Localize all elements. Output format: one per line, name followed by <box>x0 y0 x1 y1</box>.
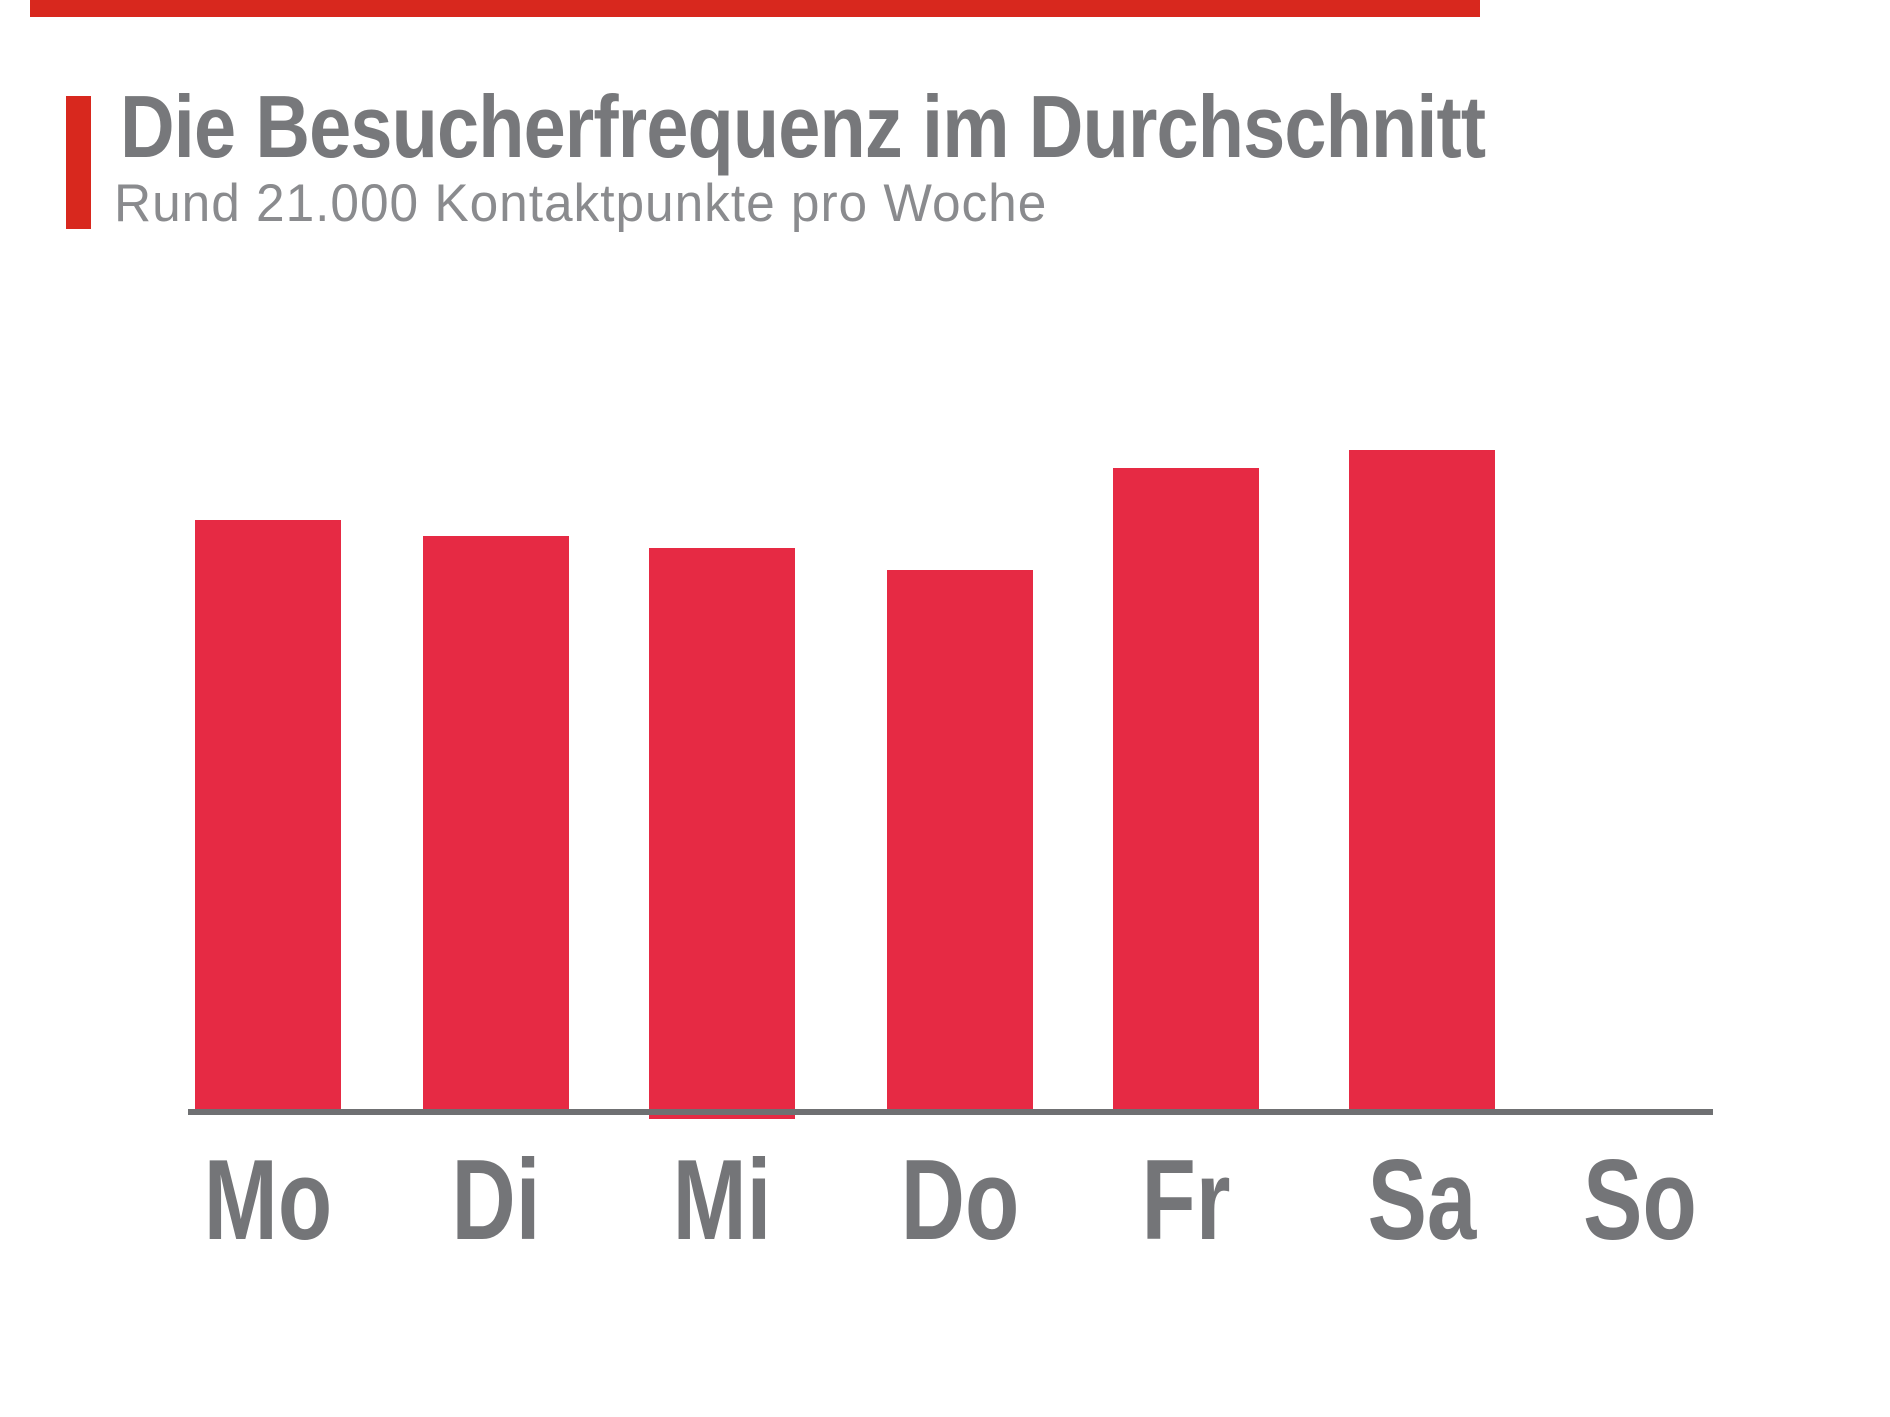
chart-title: Die Besucherfrequenz im Durchschnitt <box>120 77 1486 176</box>
bar-do <box>887 570 1033 1109</box>
x-label-di: Di <box>451 1137 541 1264</box>
x-label-mo: Mo <box>203 1137 333 1264</box>
top-red-rule <box>30 0 1480 17</box>
x-label-mi: Mi <box>672 1137 772 1264</box>
x-axis-line <box>188 1109 1713 1115</box>
x-label-do: Do <box>900 1137 1020 1264</box>
x-label-sa: Sa <box>1367 1137 1477 1264</box>
bar-di <box>423 536 569 1109</box>
title-accent-bar <box>66 96 91 229</box>
x-label-fr: Fr <box>1141 1137 1231 1264</box>
bar-sa <box>1349 450 1495 1109</box>
bar-mi <box>649 548 795 1119</box>
x-label-so: So <box>1583 1137 1697 1264</box>
bar-fr <box>1113 468 1259 1109</box>
chart-subtitle: Rund 21.000 Kontaktpunkte pro Woche <box>114 174 1048 233</box>
bar-mo <box>195 520 341 1109</box>
